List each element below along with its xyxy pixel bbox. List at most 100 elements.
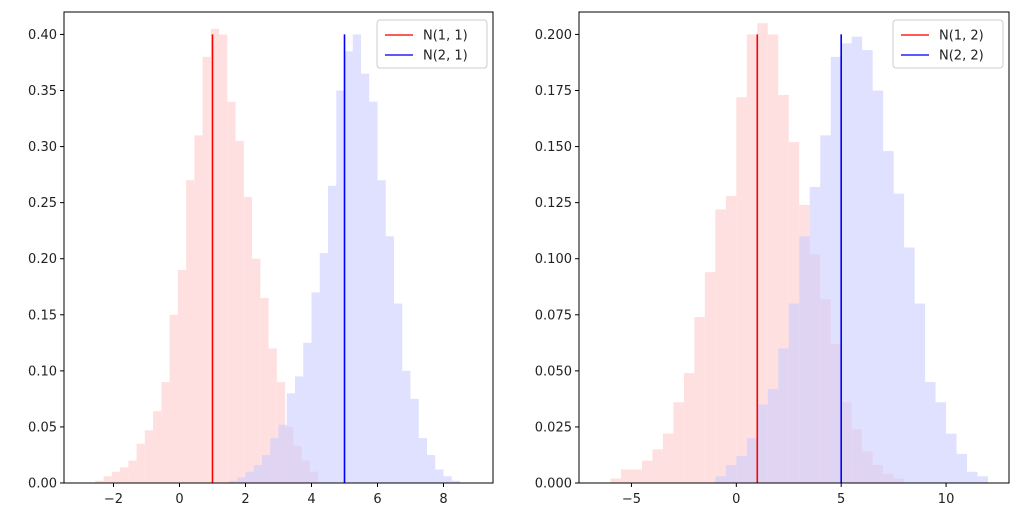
y-tick-label: 0.025 [535,420,572,435]
histogram-bar [202,56,211,483]
y-tick-label: 0.30 [28,140,57,155]
histogram-bar [694,317,705,483]
histogram-bar [410,398,419,483]
histogram-bar [243,197,253,484]
y-tick-label: 0.35 [28,84,57,99]
histogram-bar [652,449,663,483]
histogram-bar [641,460,653,483]
x-tick-label: 10 [938,492,955,507]
histogram-bar [451,480,460,483]
histogram-bar [144,430,154,483]
histogram-bar [245,471,254,483]
y-tick-label: 0.175 [535,84,572,99]
legend: N(1, 2) N(2, 2) [892,19,1004,69]
histogram-bar [746,34,758,484]
histogram-bar [153,411,162,483]
histogram-bar [435,469,444,483]
histogram-bar [820,135,831,483]
histogram-bar [219,34,228,484]
axes-frame [578,11,1010,484]
y-tick-label: 0.150 [535,140,572,155]
histogram-bar [128,460,137,483]
histogram-bar [841,43,852,484]
histogram-bar [210,28,220,483]
y-tick-label: 0.075 [535,308,572,323]
legend-label: N(1, 1) [423,29,468,44]
histogram-bar [977,476,989,483]
histogram-bar [136,443,145,483]
x-tick-label: 0 [175,492,183,507]
histogram-bar [830,56,842,483]
subplot-2: 0.000 0.025 0.050 0.075 0.100 0.125 0.150 0.175… [535,11,1010,507]
histogram-bar [352,34,361,484]
y-tick-label: 0.050 [535,364,572,379]
histogram-bar [683,373,695,483]
histogram-bar [177,269,187,483]
histogram-bar [631,469,642,483]
histogram-series-1 [95,28,319,484]
x-tick-label: −5 [622,492,641,507]
histogram-bar [227,101,236,483]
histogram-bar [361,73,370,483]
histogram-bar [746,438,758,483]
histogram-bar [385,236,394,483]
x-tick-label: 2 [241,492,249,507]
histogram-bar [946,433,957,483]
histogram-bar [767,34,779,484]
histogram-bar [235,140,244,483]
histogram-bar [925,382,936,483]
histogram-bar [194,135,203,483]
histogram-bar [303,342,312,483]
histogram-bar [270,438,279,483]
histogram-bar [418,438,427,483]
histogram-bar [778,348,789,483]
histogram-bar [186,180,195,483]
y-tick-label: 0.125 [535,196,572,211]
legend-label: N(2, 1) [423,49,468,64]
x-tick-label: −2 [104,492,123,507]
histogram-bar [103,476,112,483]
histogram-bar [278,424,287,483]
histogram-bar [229,480,238,483]
y-tick-label: 0.15 [28,308,57,323]
legend-label: N(2, 2) [939,49,984,64]
histogram-bar [778,94,789,483]
histogram-series-2 [229,34,460,484]
histogram-bar [295,376,304,483]
histogram-bar [111,471,121,483]
histogram-bar [610,478,621,483]
histogram-bar [862,50,873,483]
y-tick-label: 0.00 [28,477,57,492]
x-tick-label: 8 [439,492,447,507]
histogram-bar [967,471,978,483]
x-tick-label: 4 [307,492,315,507]
histogram-bar [344,51,353,483]
subplot-1: 0.00 0.05 0.10 0.15 0.20 0.25 0.30 0.35 0.40 −2 0 2… [28,11,494,507]
histogram-bar [260,297,269,483]
histogram-bar [673,402,684,483]
y-tick-label: 0.100 [535,252,572,267]
histogram-bar [715,476,726,483]
histogram-bar [736,97,747,483]
histogram-bar [443,476,452,483]
histogram-series-2 [715,36,989,484]
histogram-bar [328,185,337,484]
histogram-bar [402,370,411,483]
histogram-bar [336,90,345,483]
histogram-bar [319,253,328,483]
histogram-bar [799,236,810,483]
histogram-bar [262,454,271,483]
y-tick-label: 0.20 [28,252,57,267]
histogram-bar [725,465,737,483]
histogram-bar [757,404,768,483]
histogram-bar [851,36,863,484]
histogram-bar [161,382,170,483]
histogram-bar [914,303,926,483]
histogram-bar [369,101,378,483]
histogram-bar [704,272,716,483]
x-tick-label: 6 [373,492,381,507]
histogram-bar [883,151,894,484]
histogram-bar [620,469,632,483]
histogram-bar [95,480,104,483]
